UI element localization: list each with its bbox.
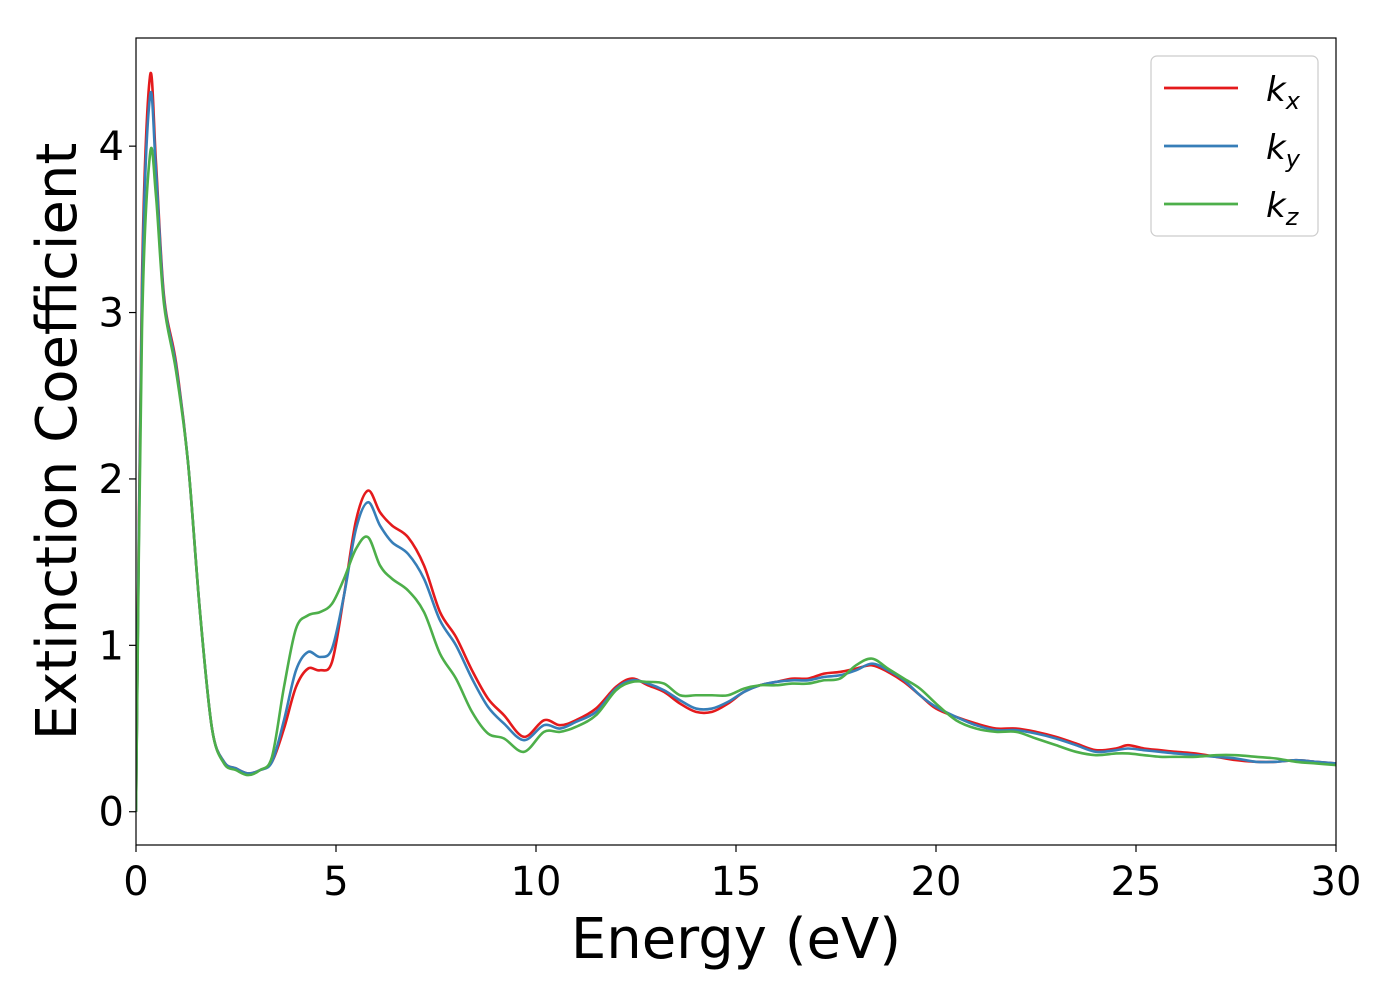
x-tick-label: 15 xyxy=(711,859,762,905)
legend-label-x: kx xyxy=(1266,70,1301,115)
y-axis: 0 1 2 3 4 xyxy=(99,124,136,836)
series-line-z xyxy=(136,146,1336,812)
x-tick-label: 30 xyxy=(1311,859,1362,905)
legend-label-z: kz xyxy=(1266,186,1300,231)
legend: kx ky kz xyxy=(1150,55,1319,237)
y-tick-label: 3 xyxy=(99,291,124,337)
y-tick-label: 0 xyxy=(99,790,124,836)
x-axis: 0 5 10 15 20 25 30 xyxy=(123,845,1361,905)
x-tick-label: 10 xyxy=(511,859,562,905)
y-tick-label: 4 xyxy=(99,124,124,170)
legend-label-y: ky xyxy=(1266,128,1301,173)
y-tick-label: 1 xyxy=(99,623,124,669)
x-tick-label: 25 xyxy=(1111,859,1162,905)
x-axis-label: Energy (eV) xyxy=(571,907,901,972)
y-axis-label: Extinction Coefficient xyxy=(25,143,90,741)
y-tick-label: 2 xyxy=(99,457,124,503)
series-layer xyxy=(136,71,1336,812)
x-tick-label: 0 xyxy=(123,859,148,905)
x-tick-label: 20 xyxy=(911,859,962,905)
series-line-y xyxy=(136,91,1336,812)
x-tick-label: 5 xyxy=(323,859,348,905)
